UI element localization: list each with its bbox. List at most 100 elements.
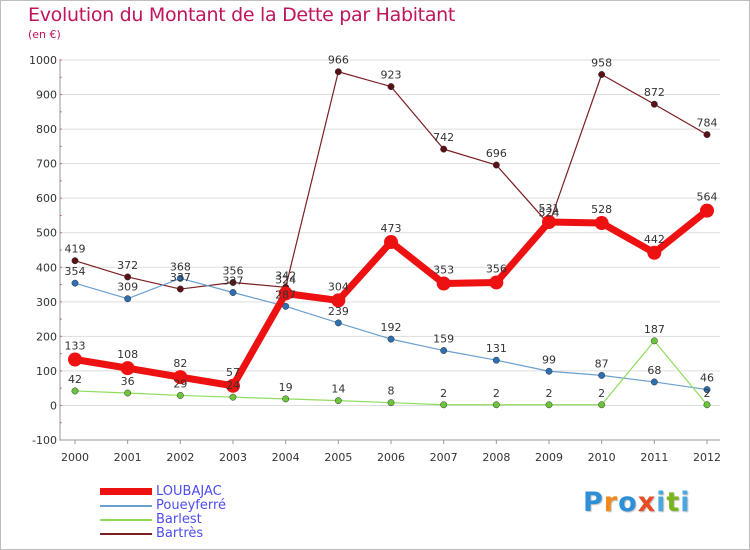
data-point — [703, 131, 711, 139]
data-label: 696 — [486, 147, 507, 160]
data-label: 966 — [328, 54, 349, 67]
data-point — [124, 389, 132, 397]
data-label: 356 — [223, 264, 244, 277]
data-label: 19 — [279, 381, 293, 394]
data-label: 108 — [117, 348, 138, 361]
x-tick-label: 2010 — [588, 451, 616, 464]
legend-item: LOUBAJAC — [100, 484, 320, 499]
y-tick-label: 900 — [36, 89, 57, 102]
data-label: 354 — [65, 265, 86, 278]
data-point — [650, 337, 658, 345]
chart-title: Evolution du Montant de la Dette par Hab… — [28, 4, 456, 26]
data-label: 353 — [433, 264, 454, 277]
data-point — [226, 378, 240, 393]
data-point — [703, 401, 711, 409]
brand-letter: o — [618, 487, 638, 518]
legend-label: Poueyferré — [156, 498, 227, 513]
x-tick-label: 2001 — [114, 451, 142, 464]
data-point — [334, 397, 342, 405]
data-label: 29 — [173, 377, 187, 390]
data-label: 14 — [331, 383, 345, 396]
data-label: 131 — [486, 342, 507, 355]
data-label: 2 — [704, 387, 711, 400]
series-bartrs — [71, 68, 711, 293]
data-label: 872 — [644, 86, 665, 99]
data-point — [282, 395, 290, 403]
data-label: 287 — [275, 288, 296, 301]
data-point — [282, 302, 290, 310]
legend-swatch — [100, 519, 152, 521]
data-point — [278, 286, 293, 301]
data-label: 2 — [440, 387, 447, 400]
data-label: 337 — [170, 271, 191, 284]
brand-letter: x — [637, 487, 657, 518]
data-point — [71, 279, 79, 287]
data-point — [68, 352, 82, 367]
data-label: 342 — [275, 269, 296, 282]
data-label: 442 — [644, 233, 665, 246]
data-label: 24 — [226, 379, 240, 392]
brand-letter: i — [680, 487, 691, 518]
data-point — [489, 275, 504, 290]
data-point — [545, 367, 553, 375]
x-tick-label: 2012 — [693, 451, 721, 464]
x-tick-label: 2006 — [377, 451, 405, 464]
data-point — [173, 370, 188, 385]
data-label: 2 — [546, 387, 553, 400]
data-label: 46 — [700, 372, 714, 385]
data-point — [545, 401, 553, 409]
data-point — [387, 399, 395, 407]
y-tick-label: 500 — [36, 227, 57, 240]
data-label: 36 — [121, 375, 135, 388]
brand-letter: r — [603, 487, 619, 518]
data-label: 531 — [539, 202, 560, 215]
y-tick-label: 1000 — [29, 54, 57, 67]
data-point — [71, 257, 79, 265]
data-point — [176, 391, 184, 399]
y-tick-label: 0 — [50, 399, 57, 412]
x-tick-label: 2005 — [324, 451, 352, 464]
y-tick-label: 400 — [36, 261, 57, 274]
data-point — [492, 356, 500, 364]
data-label: 2 — [493, 387, 500, 400]
data-point — [334, 319, 342, 327]
legend-label: LOUBAJAC — [156, 484, 222, 499]
x-tick-label: 2007 — [430, 451, 458, 464]
series-loubajac — [68, 203, 714, 393]
legend-item: Poueyferré — [100, 498, 320, 513]
data-label: 324 — [275, 274, 296, 287]
legend-item: Barlest — [100, 512, 320, 527]
data-point — [384, 235, 398, 250]
data-point — [650, 378, 658, 386]
data-label: 356 — [486, 262, 507, 275]
x-tick-label: 2003 — [219, 451, 247, 464]
data-point — [331, 293, 346, 308]
y-tick-label: 600 — [36, 192, 57, 205]
data-label: 372 — [117, 259, 138, 272]
x-tick-label: 2002 — [166, 451, 194, 464]
data-label: 327 — [223, 274, 244, 287]
data-point — [229, 289, 237, 296]
x-tick-label: 2000 — [61, 451, 89, 464]
data-label: 368 — [170, 260, 191, 273]
data-point — [124, 273, 132, 281]
data-point — [598, 71, 606, 78]
x-tick-label: 2004 — [272, 451, 300, 464]
data-point — [229, 279, 237, 286]
data-point — [387, 83, 395, 91]
legend-item: Bartrès — [100, 526, 320, 541]
data-point — [229, 393, 237, 401]
data-point — [176, 274, 184, 282]
data-point — [387, 335, 395, 343]
y-tick-label: 100 — [36, 365, 57, 378]
data-point — [700, 203, 714, 218]
data-label: 68 — [647, 364, 661, 377]
data-point — [598, 401, 606, 409]
data-point — [124, 295, 132, 303]
data-label: 473 — [381, 222, 402, 235]
series-line — [74, 71, 708, 290]
legend-label: Bartrès — [156, 526, 204, 541]
data-point — [598, 371, 606, 379]
y-tick-label: 200 — [36, 330, 57, 343]
data-label: 958 — [591, 57, 612, 70]
